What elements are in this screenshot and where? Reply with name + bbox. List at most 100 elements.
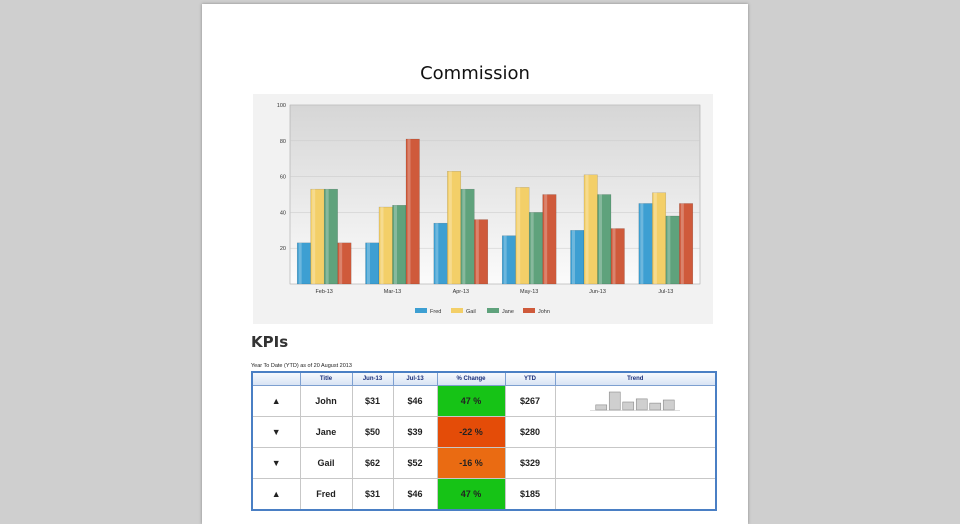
kpi-change: -22 %: [436, 416, 506, 448]
legend-swatch-gail: [451, 308, 463, 313]
bar-john: [474, 219, 489, 285]
bar-highlight: [680, 203, 684, 284]
sparkline-bar: [636, 398, 648, 411]
x-tick-label: May-13: [520, 289, 538, 295]
kpi-title: Fred: [299, 478, 353, 511]
legend-swatch-john: [523, 308, 535, 313]
kpi-jul: $52: [392, 447, 438, 479]
x-tick-label: Feb-13: [315, 289, 332, 295]
kpi-header-change: % Change: [436, 371, 506, 386]
bar-highlight: [599, 194, 602, 284]
bar-highlight: [544, 194, 548, 284]
y-tick-label: 100: [277, 103, 286, 109]
x-tick-label: Mar-13: [384, 289, 401, 295]
y-tick-label: 80: [280, 139, 286, 145]
kpi-row: ▲ John $31 $46 47 % $267: [251, 385, 717, 417]
kpi-ytd: $280: [504, 416, 556, 448]
kpi-ytd: $267: [504, 385, 556, 417]
legend-label-fred: Fred: [430, 309, 441, 315]
sparkline-chart: [590, 391, 681, 411]
bar-highlight: [517, 187, 521, 284]
kpi-change: -16 %: [436, 447, 506, 479]
bar-highlight: [612, 228, 616, 284]
y-tick-label: 60: [280, 175, 286, 181]
kpi-row: ▼ Gail $62 $52 -16 % $329: [251, 447, 717, 479]
bar-highlight: [462, 189, 466, 284]
commission-chart: 20 40 60 80 100 Feb-13 Mar-13 Apr-13 May-13 Jun-1…: [253, 94, 713, 324]
trend-down-arrow-icon: ▼: [251, 447, 301, 479]
plot-area: [289, 104, 701, 285]
kpi-jun: $31: [351, 478, 394, 511]
bar-highlight: [435, 223, 439, 284]
sparkline-bar: [663, 399, 675, 411]
trend-up-arrow-icon: ▲: [251, 385, 301, 417]
kpi-trend-sparkline: [554, 478, 717, 511]
kpi-jun: $31: [351, 385, 394, 417]
report-title: Commission: [420, 63, 530, 84]
bar-john: [405, 138, 420, 285]
kpi-change: 47 %: [436, 478, 506, 511]
bar-john: [542, 194, 557, 285]
kpi-header-jul: Jul-13: [392, 371, 438, 386]
bar-highlight: [394, 205, 397, 284]
x-tick-label: Jul-13: [658, 289, 673, 295]
trend-down-arrow-icon: ▼: [251, 416, 301, 448]
kpi-jun: $50: [351, 416, 394, 448]
kpi-ytd: $185: [504, 478, 556, 511]
report-page: Commission 20 40 60 80 100 Feb-13 Mar-13 Apr-13…: [202, 4, 748, 524]
x-tick-label: Apr-13: [453, 289, 470, 295]
bar-highlight: [585, 174, 589, 284]
legend-swatch-jane: [487, 308, 499, 313]
legend-label-john: John: [538, 309, 550, 315]
bar-john: [679, 203, 694, 285]
kpi-jul: $39: [392, 416, 438, 448]
legend-label-gail: Gail: [466, 309, 476, 315]
kpi-jul: $46: [392, 478, 438, 511]
sparkline-bar: [649, 402, 662, 411]
bar-highlight: [667, 215, 671, 284]
legend-label-jane: Jane: [502, 309, 514, 315]
kpi-jul: $46: [392, 385, 438, 417]
kpi-jun: $62: [351, 447, 394, 479]
sparkline-bar: [595, 404, 608, 411]
bar-highlight: [448, 171, 452, 284]
kpi-header-jun: Jun-13: [351, 371, 394, 386]
bar-highlight: [653, 192, 657, 284]
bar-highlight: [312, 189, 316, 284]
bar-highlight: [640, 203, 644, 284]
bar-highlight: [503, 235, 507, 284]
x-tick-label: Jun-13: [589, 289, 606, 295]
kpi-header-trend: Trend: [554, 371, 717, 386]
bar-highlight: [530, 212, 534, 284]
sparkline-bar: [622, 401, 635, 411]
kpi-title: Gail: [299, 447, 353, 479]
bar-highlight: [367, 242, 370, 284]
kpi-row: ▲ Fred $31 $46 47 % $185: [251, 478, 717, 511]
bar-jane: [323, 188, 338, 285]
kpi-header-title: Title: [299, 371, 353, 386]
trend-up-arrow-icon: ▲: [251, 478, 301, 511]
bar-highlight: [339, 242, 343, 284]
kpi-header-row: Title Jun-13 Jul-13 % Change YTD Trend: [251, 371, 717, 386]
bar-highlight: [298, 242, 302, 284]
kpi-trend-sparkline: [554, 385, 717, 417]
kpis-subtitle: Year To Date (YTD) as of 20 August 2013: [251, 363, 352, 369]
y-tick-label: 20: [280, 246, 286, 252]
commission-bar-chart: 20 40 60 80 100 Feb-13 Mar-13 Apr-13 May-13 Jun-1…: [253, 94, 713, 324]
kpi-ytd: $329: [504, 447, 556, 479]
kpi-change: 47 %: [436, 385, 506, 417]
kpi-title: Jane: [299, 416, 353, 448]
bar-john: [337, 242, 352, 285]
kpi-table: Title Jun-13 Jul-13 % Change YTD Trend ▲…: [251, 371, 717, 511]
bar-highlight: [325, 189, 329, 284]
bar-highlight: [572, 230, 575, 284]
sparkline-bar: [609, 391, 621, 411]
kpi-trend-sparkline: [554, 447, 717, 479]
bar-highlight: [475, 219, 479, 284]
kpi-header-indicator: [251, 371, 301, 386]
y-tick-label: 40: [280, 210, 286, 216]
bar-highlight: [407, 139, 411, 284]
kpi-header-ytd: YTD: [504, 371, 556, 386]
legend-swatch-fred: [415, 308, 427, 313]
kpi-row: ▼ Jane $50 $39 -22 % $280: [251, 416, 717, 448]
